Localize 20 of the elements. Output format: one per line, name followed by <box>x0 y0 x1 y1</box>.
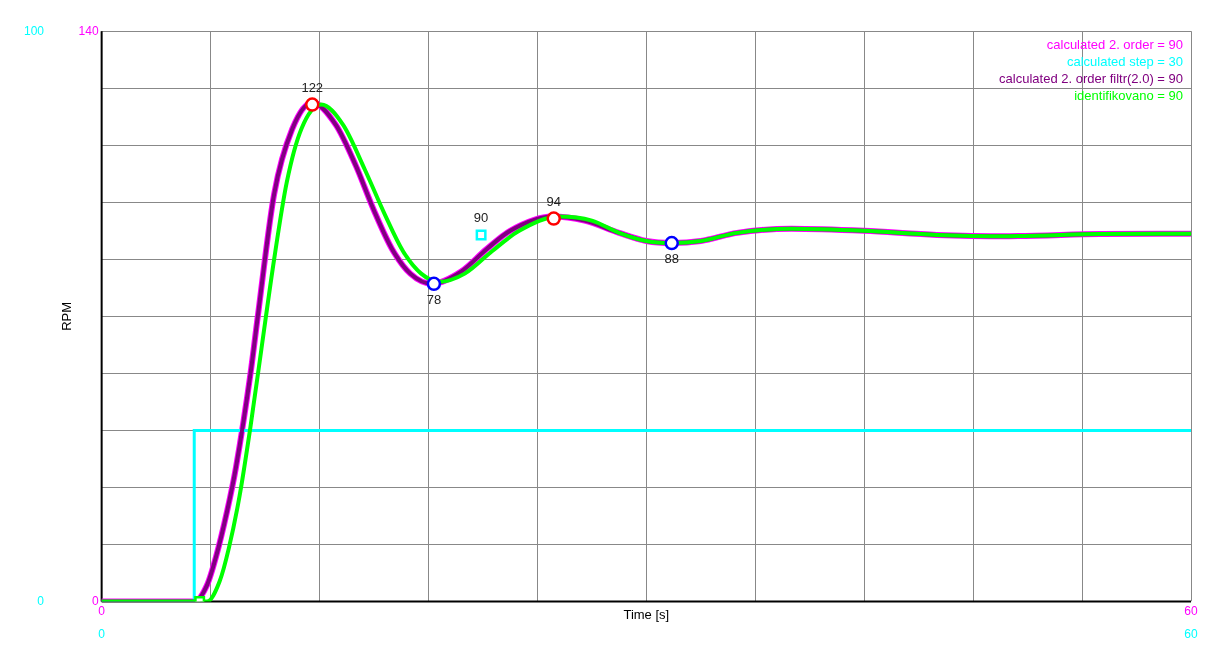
data-label: 78 <box>426 291 442 307</box>
data-label: 94 <box>546 193 561 209</box>
y-axis-title: RPM <box>59 301 75 331</box>
x-axis-title: Time [s] <box>623 607 670 623</box>
data-label: 90 <box>473 209 489 225</box>
text: calculated 2. order = 90 <box>1046 37 1183 53</box>
x2-tick-label: 60 <box>1184 627 1198 642</box>
text: identifikovano = 90 <box>1074 88 1183 104</box>
y2-tick-label: 100 <box>23 23 45 38</box>
point <box>305 97 320 112</box>
y2-tick-label: 0 <box>37 593 45 608</box>
point <box>546 211 561 226</box>
y-tick-label: 140 <box>78 23 99 38</box>
text: calculated 2. order filtr(2.0) = 90 <box>999 71 1183 87</box>
data-label: 88 <box>664 251 679 267</box>
point <box>664 235 679 251</box>
text: calculated step = 30 <box>1067 54 1183 70</box>
point <box>475 229 487 241</box>
point <box>426 276 442 292</box>
data-label: 122 <box>301 79 324 95</box>
